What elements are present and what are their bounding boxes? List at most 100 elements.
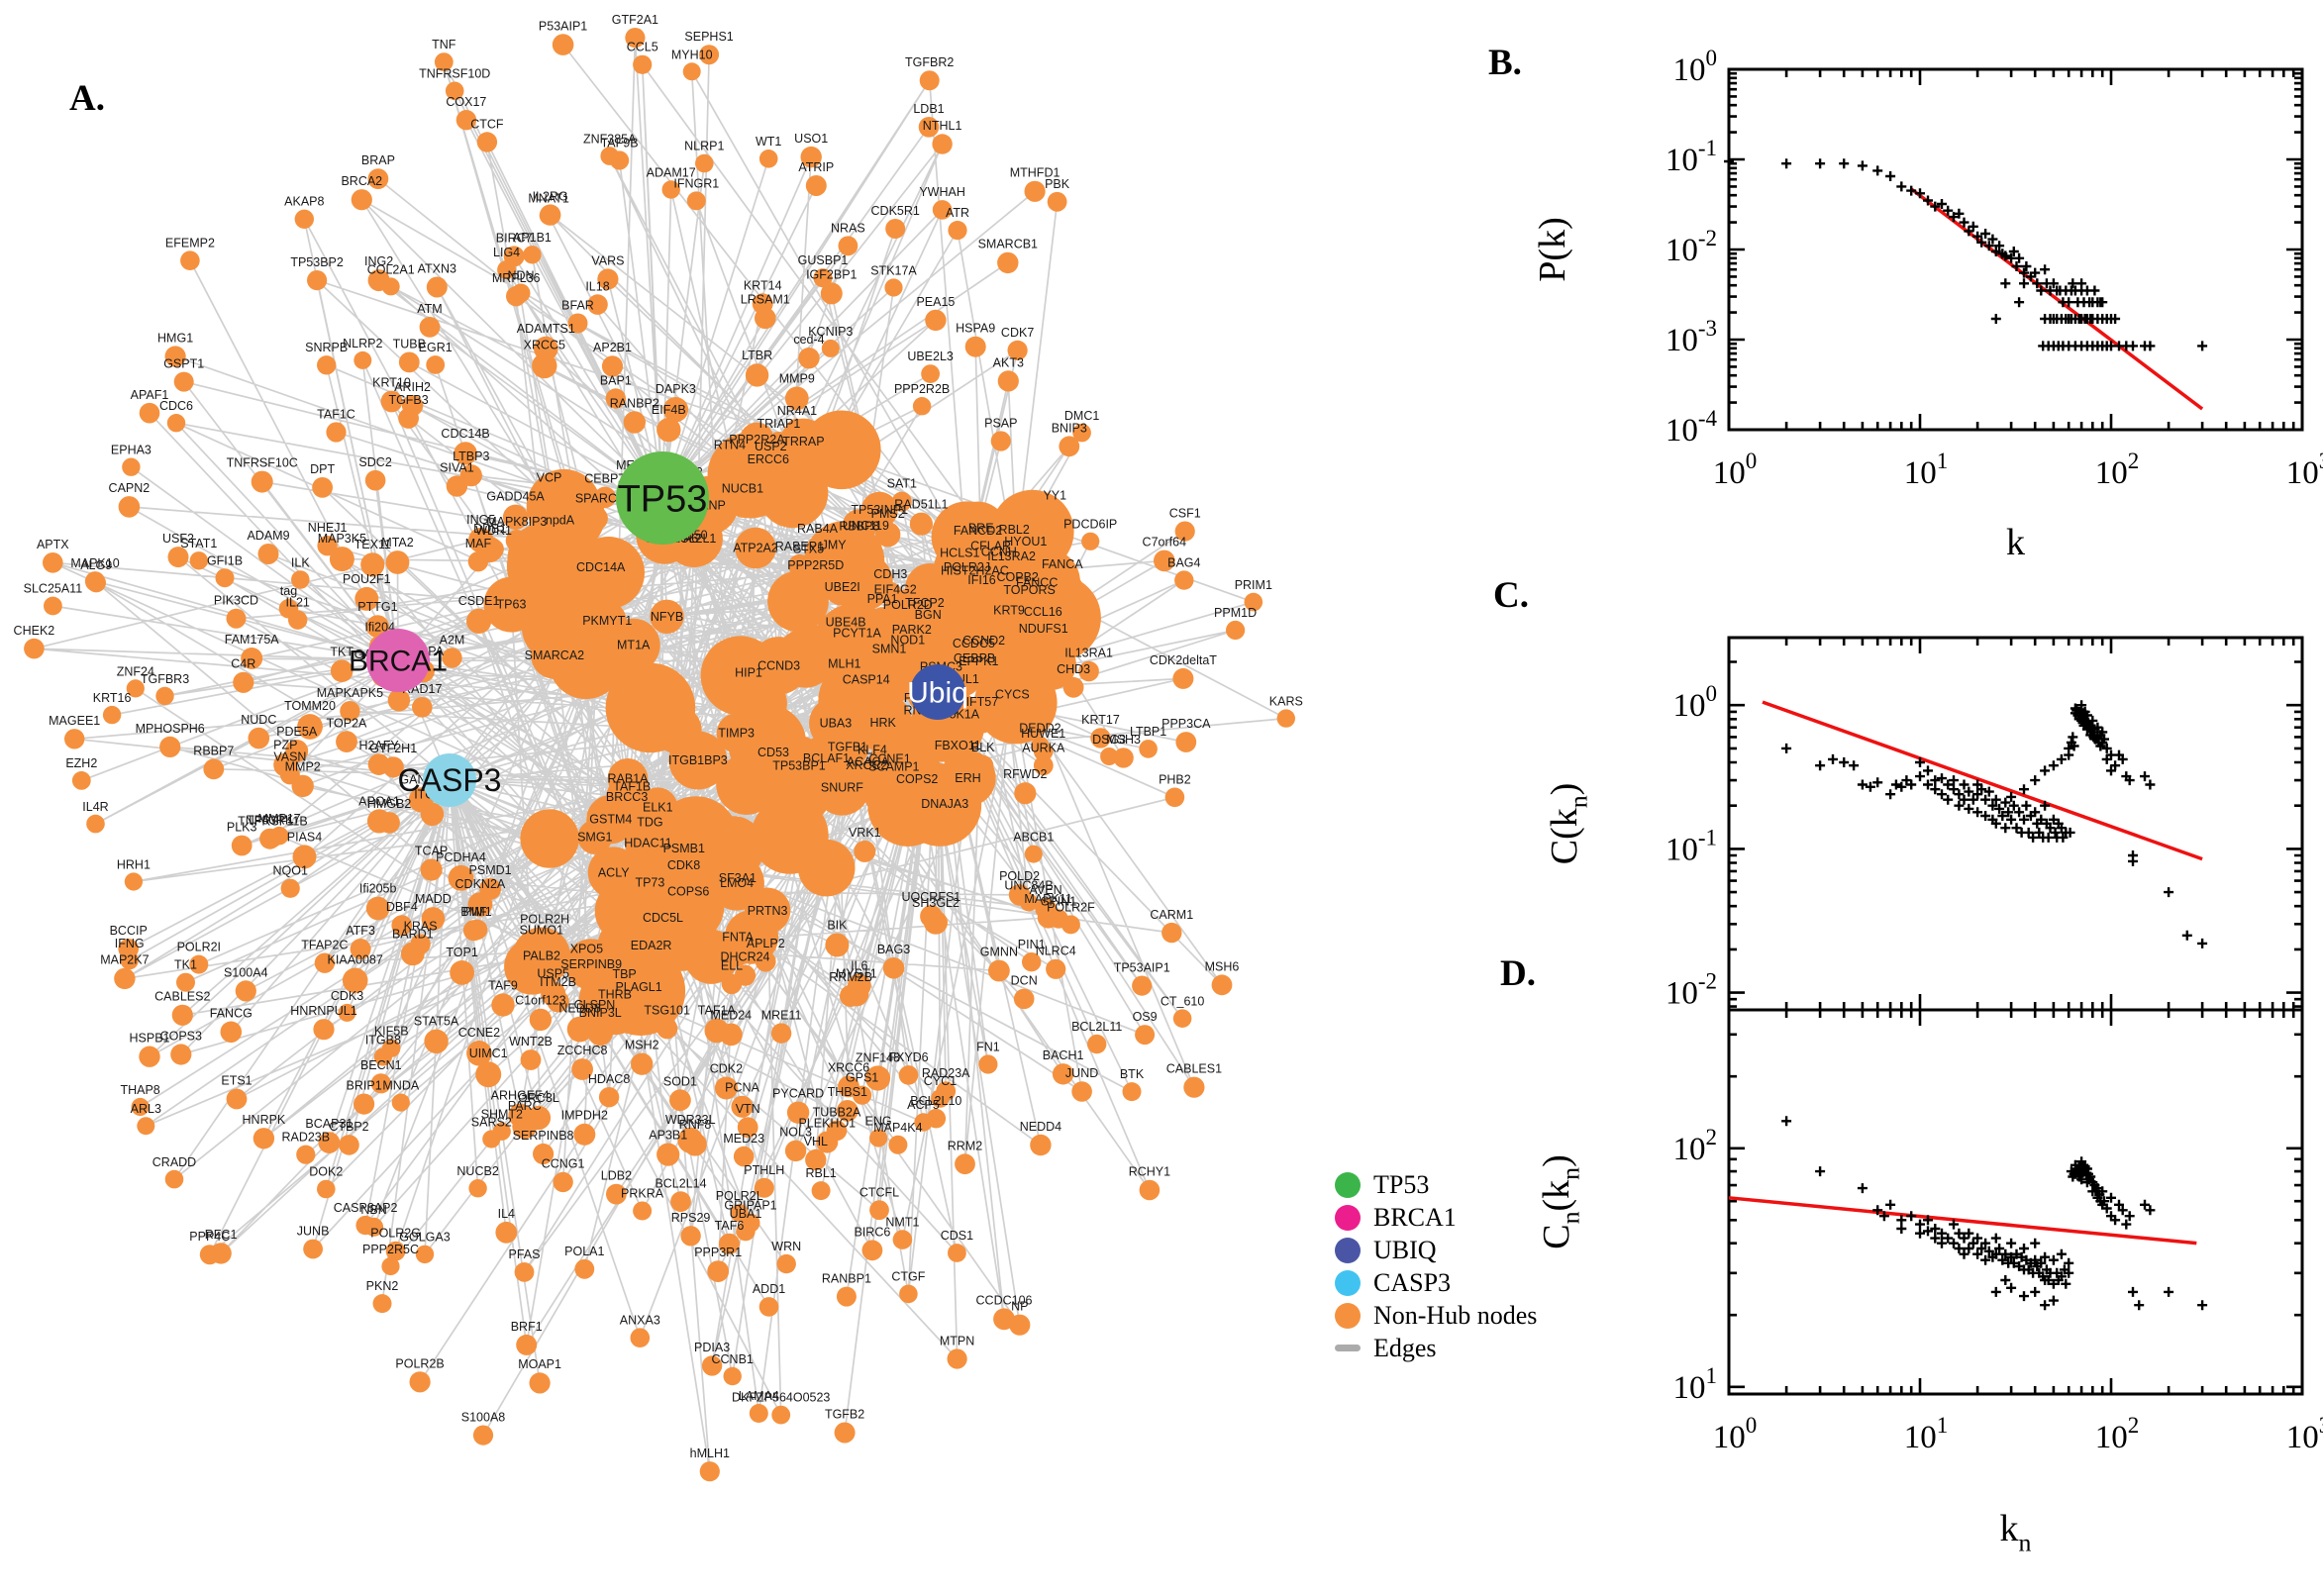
network-node	[502, 504, 529, 530]
network-node	[835, 630, 857, 650]
network-node	[442, 648, 462, 668]
network-node-label: HCLS1	[940, 547, 979, 560]
network-node-label: MAP2K7	[100, 953, 149, 967]
plot-C: 100 10-1 10-2 C(kn)	[1544, 636, 2304, 1012]
network-node-label: CT_610	[1161, 994, 1205, 1008]
network-node	[901, 637, 922, 658]
network-node	[118, 939, 139, 959]
network-node-label: CDKN2A	[455, 877, 506, 891]
network-node-label: TAF9	[488, 978, 518, 992]
legend-swatch-brca1	[1335, 1204, 1361, 1231]
network-node-label: ATP2A2	[733, 542, 778, 555]
network-node-label: PARC	[508, 1099, 542, 1113]
network-node-label: BAG4	[1167, 555, 1200, 569]
network-node	[714, 1076, 738, 1100]
network-node	[1047, 191, 1067, 212]
network-node-label: NP	[1011, 1300, 1028, 1314]
network-node	[523, 246, 542, 264]
network-node	[704, 1018, 730, 1044]
network-node-label: THAP8	[120, 1083, 159, 1097]
network-node-label: SMN1	[872, 643, 907, 656]
network-node-label: UNC119	[843, 519, 889, 533]
network-node	[257, 544, 279, 564]
network-node	[466, 1041, 492, 1066]
network-node	[279, 764, 300, 785]
network-node-label: TAF9B	[601, 136, 639, 150]
network-node	[798, 348, 820, 369]
network-node-label: PFAS	[509, 1247, 541, 1261]
network-node	[317, 1179, 336, 1199]
network-node-label: POLA1	[564, 1245, 604, 1258]
network-node-label: BFAR	[561, 298, 594, 312]
network-node-label: PKN2	[366, 1279, 399, 1293]
network-node-label: IL4	[498, 1207, 515, 1221]
network-node	[173, 371, 194, 392]
network-node-label: LMO4	[720, 876, 754, 890]
network-node	[373, 1047, 392, 1066]
network-node	[823, 568, 861, 606]
network-node	[942, 722, 967, 748]
network-node	[307, 270, 328, 291]
network-node-label: PSMD1	[469, 863, 512, 877]
network-node	[1139, 740, 1158, 758]
network-node-label: BCAP31	[305, 1117, 353, 1131]
network-node	[745, 363, 769, 387]
network-node-label: IFI16	[967, 573, 996, 587]
network-node-label: NOL3	[779, 1126, 812, 1140]
network-node	[314, 952, 336, 973]
network-node-label: MAP3K5	[318, 532, 366, 546]
network-node	[864, 1065, 891, 1091]
network-node	[505, 530, 528, 552]
network-node-label: ARHGEF4	[491, 1089, 550, 1103]
network-node-label: PLAGL1	[615, 980, 661, 994]
network-node-label: ORC3L	[518, 1091, 559, 1105]
hub-node-ubiq	[910, 664, 965, 720]
network-node	[1183, 1076, 1205, 1098]
network-node	[970, 709, 994, 734]
network-node	[124, 872, 143, 891]
network-node	[933, 811, 958, 836]
network-node	[1024, 845, 1043, 863]
network-node	[1071, 1081, 1092, 1102]
network-node-label: GFI1B	[207, 553, 243, 567]
tick-label: 100	[1673, 681, 1718, 724]
network-node	[318, 1132, 341, 1153]
network-node	[825, 933, 850, 957]
network-node	[884, 278, 903, 297]
network-node	[891, 491, 912, 512]
network-node	[758, 1297, 779, 1317]
network-node-label: CDK8	[667, 858, 700, 872]
network-node	[512, 1114, 538, 1140]
network-node	[856, 533, 876, 553]
network-node-label: TAF1B	[613, 779, 651, 793]
network-node-label: MNDA	[382, 1079, 419, 1093]
legend-swatch-edges	[1335, 1345, 1361, 1351]
network-node	[826, 725, 869, 768]
network-node-label: USP2	[755, 440, 787, 453]
loglog-plots: 10010-110-210-310-4100101102103kP(k)1001…	[1532, 46, 2323, 1557]
network-node-label: NOD1	[890, 634, 925, 648]
network-node	[638, 787, 678, 828]
network-node	[102, 705, 122, 725]
network-node-label: DNAJA3	[921, 797, 968, 811]
network-node-label: ced-4	[793, 333, 824, 347]
network-node	[821, 339, 840, 357]
network-node	[1072, 423, 1091, 443]
network-node-label: RPS29	[671, 1211, 711, 1225]
network-node-label: RABEP1	[775, 540, 824, 553]
network-node	[1113, 748, 1134, 768]
network-node-label: KCNIP3	[808, 325, 853, 339]
network-node-label: TOP1	[446, 946, 477, 959]
network-node	[326, 422, 347, 443]
network-node	[567, 313, 588, 334]
network-node	[1033, 755, 1054, 776]
network-node-label: NLRC4	[1036, 945, 1076, 958]
network-node-label: KARS	[1269, 694, 1303, 708]
network-node	[475, 1061, 502, 1088]
network-node-label: COL2A1	[367, 262, 415, 276]
network-node	[365, 615, 389, 639]
network-node	[909, 512, 934, 536]
network-node-label: TKT	[330, 645, 354, 658]
network-node-label: CLSPN	[574, 998, 616, 1012]
network-node	[811, 1181, 831, 1201]
